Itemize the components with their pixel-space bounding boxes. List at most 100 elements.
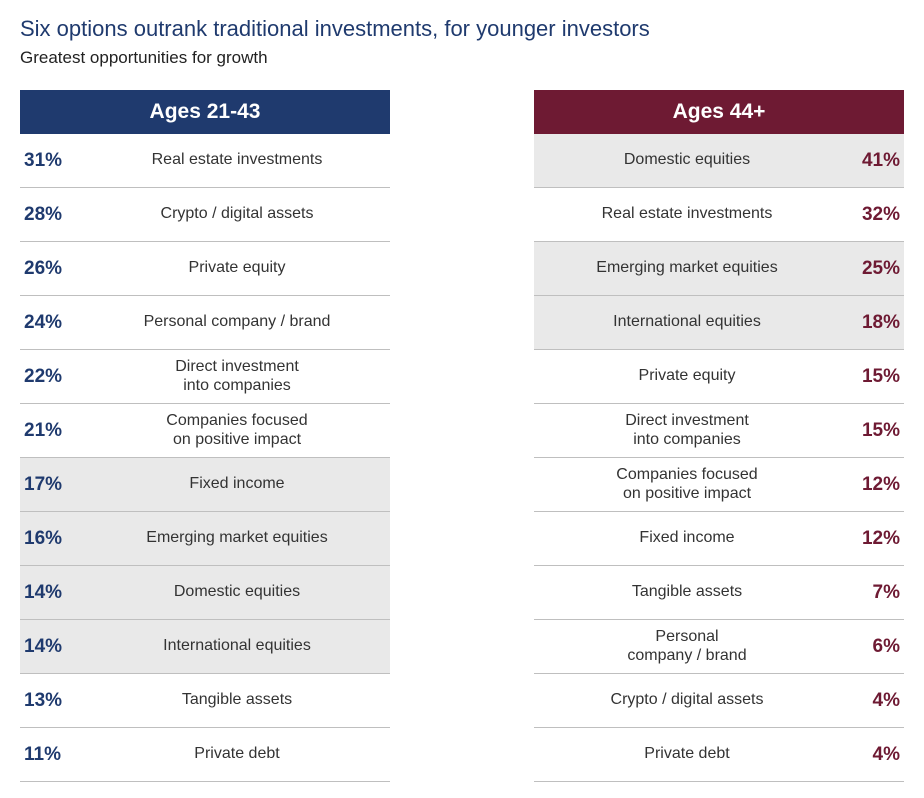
pct-value: 31% — [20, 150, 84, 172]
connector-dot-icon — [396, 481, 405, 490]
table-row: Companies focused on positive impact12% — [534, 458, 904, 512]
left-column-header: Ages 21-43 — [20, 90, 390, 134]
pct-value: 13% — [20, 690, 84, 712]
pct-value: 41% — [840, 150, 904, 172]
pct-value: 12% — [840, 474, 904, 496]
row-label: Direct investment into companies — [84, 358, 390, 395]
table-row: Fixed income12% — [534, 512, 904, 566]
connector-line — [400, 485, 524, 539]
row-label: Private debt — [84, 745, 390, 763]
table-row: Direct investment into companies15% — [534, 404, 904, 458]
table-row: 11%Private debt — [20, 728, 390, 782]
right-column: Ages 44+ Domestic equities41%Real estate… — [534, 90, 904, 782]
connector-dot-icon — [396, 211, 405, 220]
connector-line — [400, 215, 524, 701]
pct-value: 15% — [840, 366, 904, 388]
pct-value: 32% — [840, 204, 904, 226]
pct-value: 17% — [20, 474, 84, 496]
chart-title: Six options outrank traditional investme… — [20, 16, 904, 42]
row-label: Emerging market equities — [534, 259, 840, 277]
slope-chart: Ages 21-43 31%Real estate investments28%… — [20, 90, 904, 782]
connector-dot-icon — [396, 697, 405, 706]
connector-dot-icon — [520, 319, 529, 328]
connector-line — [400, 377, 524, 431]
connector-dot-icon — [520, 427, 529, 436]
connector-dot-icon — [396, 589, 405, 598]
left-column: Ages 21-43 31%Real estate investments28%… — [20, 90, 390, 782]
row-label: Domestic equities — [534, 151, 840, 169]
row-label: Personal company / brand — [534, 628, 840, 665]
row-label: Private debt — [534, 745, 840, 763]
row-label: International equities — [534, 313, 840, 331]
pct-value: 26% — [20, 258, 84, 280]
row-label: Personal company / brand — [84, 313, 390, 331]
table-row: Domestic equities41% — [534, 134, 904, 188]
pct-value: 28% — [20, 204, 84, 226]
table-row: Private equity15% — [534, 350, 904, 404]
row-label: Crypto / digital assets — [534, 691, 840, 709]
row-label: Real estate investments — [84, 151, 390, 169]
row-label: Real estate investments — [534, 205, 840, 223]
connector-line — [400, 593, 524, 701]
connector-dot-icon — [520, 535, 529, 544]
pct-value: 15% — [840, 420, 904, 442]
connector-dot-icon — [520, 211, 529, 220]
table-row: Real estate investments32% — [534, 188, 904, 242]
pct-value: 16% — [20, 528, 84, 550]
connector-dot-icon — [396, 751, 405, 760]
row-label: Crypto / digital assets — [84, 205, 390, 223]
row-label: Companies focused on positive impact — [534, 466, 840, 503]
pct-value: 7% — [840, 582, 904, 604]
table-row: 16%Emerging market equities — [20, 512, 390, 566]
connector-dot-icon — [520, 643, 529, 652]
pct-value: 14% — [20, 582, 84, 604]
row-label: Tangible assets — [534, 583, 840, 601]
table-row: 26%Private equity — [20, 242, 390, 296]
connector-line — [400, 323, 524, 647]
connector-dot-icon — [396, 265, 405, 274]
row-label: Private equity — [534, 367, 840, 385]
connector-dot-icon — [396, 643, 405, 652]
table-row: Private debt4% — [534, 728, 904, 782]
table-row: 14%International equities — [20, 620, 390, 674]
table-row: 28%Crypto / digital assets — [20, 188, 390, 242]
connector-dot-icon — [520, 751, 529, 760]
pct-value: 4% — [840, 744, 904, 766]
connector-dot-icon — [520, 157, 529, 166]
row-label: Fixed income — [534, 529, 840, 547]
row-label: Companies focused on positive impact — [84, 412, 390, 449]
pct-value: 18% — [840, 312, 904, 334]
table-row: 13%Tangible assets — [20, 674, 390, 728]
connector-dot-icon — [396, 427, 405, 436]
connector-dot-icon — [520, 697, 529, 706]
table-row: Emerging market equities25% — [534, 242, 904, 296]
table-row: 22%Direct investment into companies — [20, 350, 390, 404]
row-label: Private equity — [84, 259, 390, 277]
row-label: Direct investment into companies — [534, 412, 840, 449]
table-row: Personal company / brand6% — [534, 620, 904, 674]
connector-dot-icon — [396, 157, 405, 166]
connector-line — [400, 269, 524, 377]
table-row: International equities18% — [534, 296, 904, 350]
connector-line — [400, 431, 524, 485]
pct-value: 6% — [840, 636, 904, 658]
table-row: 24%Personal company / brand — [20, 296, 390, 350]
right-column-header: Ages 44+ — [534, 90, 904, 134]
connector-dot-icon — [396, 535, 405, 544]
row-label: Emerging market equities — [84, 529, 390, 547]
pct-value: 14% — [20, 636, 84, 658]
table-row: 31%Real estate investments — [20, 134, 390, 188]
table-row: 21%Companies focused on positive impact — [20, 404, 390, 458]
row-label: Fixed income — [84, 475, 390, 493]
pct-value: 12% — [840, 528, 904, 550]
connector-line — [400, 161, 524, 215]
table-row: Tangible assets7% — [534, 566, 904, 620]
pct-value: 24% — [20, 312, 84, 334]
table-row: 17%Fixed income — [20, 458, 390, 512]
connector-dot-icon — [520, 373, 529, 382]
connector-line — [400, 269, 524, 539]
connector-line — [400, 323, 524, 647]
chart-subtitle: Greatest opportunities for growth — [20, 48, 904, 68]
table-row: 14%Domestic equities — [20, 566, 390, 620]
connector-dot-icon — [520, 481, 529, 490]
